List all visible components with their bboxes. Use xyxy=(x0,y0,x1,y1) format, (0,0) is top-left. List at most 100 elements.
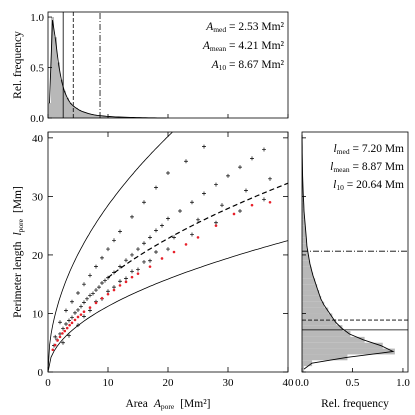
area-histogram-y-ticks: 0.0 0.5 1.0 xyxy=(30,12,289,125)
scatter-point xyxy=(103,278,107,283)
area-histogram-bar xyxy=(54,37,57,118)
perimeter-histogram-bar xyxy=(302,342,383,349)
perimeter-stats-box: lmed = 7.20 Mm lmean = 8.87 Mm l10 = 20.64… xyxy=(330,143,404,192)
scatter-point xyxy=(112,238,116,243)
area-histogram-panel: 0.0 0.5 1.0 Rel. frequency Amed = 2.53 Mm²… xyxy=(12,11,289,125)
area-stats-box: Amed = 2.53 Mm² Amean = 4.21 Mm² A10 = 8.6… xyxy=(202,21,285,72)
area-histogram-bar xyxy=(75,107,78,118)
scatter-point xyxy=(82,282,86,287)
scatter-y-tick-label: 0 xyxy=(38,367,44,379)
area-stat-label: Amean = 4.21 Mm² xyxy=(202,40,285,53)
perimeter-histogram-bar xyxy=(302,237,307,244)
scatter-point xyxy=(214,182,218,187)
scatter-point xyxy=(97,285,101,290)
scatter-point xyxy=(100,255,104,260)
scatter-point xyxy=(160,223,164,228)
perimeter-histogram-bar xyxy=(302,366,305,372)
perimeter-histogram-bar xyxy=(302,301,325,308)
scatter-point xyxy=(91,291,95,296)
scatter-point xyxy=(142,241,146,246)
area-histogram-bar xyxy=(57,62,60,118)
scatter-point xyxy=(76,307,80,312)
scatter-point xyxy=(244,188,248,193)
scatter-point xyxy=(202,144,206,149)
perimeter-histogram-bar xyxy=(302,313,333,320)
scatter-point xyxy=(118,229,122,234)
perimeter-histogram-bar xyxy=(302,225,306,232)
scatter-point xyxy=(79,304,83,309)
scatter-point xyxy=(53,334,58,339)
perimeter-histogram-x-ticks: 0.0 0.5 1.0 xyxy=(295,137,410,389)
perimeter-histogram-bar xyxy=(302,260,311,267)
area-histogram-y-tick-label: 0.5 xyxy=(30,63,44,75)
scatter-x-tick-label: 20 xyxy=(163,377,175,389)
scatter-point xyxy=(172,235,176,240)
ylabel-unit: [Mm] xyxy=(12,186,24,213)
scatter-point-red xyxy=(172,250,176,254)
scatter-point xyxy=(61,340,65,345)
scatter-y-tick-label: 30 xyxy=(32,191,44,203)
area-stat-markers xyxy=(62,12,101,118)
scatter-frame xyxy=(47,131,289,373)
perimeter-histogram-bar xyxy=(302,348,395,355)
area-histogram-bar xyxy=(105,116,108,118)
perimeter-histogram-bar xyxy=(302,213,305,220)
scatter-point-red xyxy=(118,284,122,287)
scatter-point-red xyxy=(82,310,86,314)
area-histogram-bar xyxy=(66,97,69,118)
scatter-point xyxy=(88,308,92,313)
scatter-point xyxy=(82,300,86,305)
scatter-point xyxy=(118,279,122,284)
perimeter-histogram-bar xyxy=(302,331,351,337)
scatter-point-red xyxy=(196,236,200,239)
scatter-point xyxy=(88,273,92,278)
scatter-point-red xyxy=(68,323,71,327)
scatter-point xyxy=(220,203,224,208)
scatter-point-red xyxy=(214,224,218,227)
area-histogram-y-tick-label: 1.0 xyxy=(30,12,44,24)
perimeter-histogram-bar xyxy=(302,325,343,332)
perimeter-histogram-bar xyxy=(302,219,306,226)
scatter-point-red xyxy=(58,335,62,339)
scatter-point xyxy=(166,216,170,221)
scatter-xlabel: Area Apore [Mm²] xyxy=(126,398,211,411)
area-histogram-y-tick-label: 0.0 xyxy=(30,113,44,125)
perimeter-histogram-bar xyxy=(302,249,309,255)
area-histogram-bar xyxy=(48,102,51,118)
area-histogram-ylabel: Rel. frequency xyxy=(12,31,24,99)
scatter-point xyxy=(262,197,266,202)
area-histogram-bar xyxy=(81,111,84,118)
area-histogram-bar xyxy=(93,114,96,118)
scatter-point xyxy=(136,247,140,252)
perimeter-histogram-bar xyxy=(302,202,304,209)
scatter-point-red xyxy=(56,339,59,342)
area-histogram-bar xyxy=(60,79,63,118)
scatter-point xyxy=(94,264,98,269)
scatter-point-red xyxy=(130,275,134,279)
scatter-point-red xyxy=(73,318,77,322)
scatter-point xyxy=(85,296,89,301)
scatter-x-tick-label: 10 xyxy=(103,377,115,389)
scatter-point xyxy=(112,285,116,290)
area-histogram-bar xyxy=(78,109,81,118)
scatter-point-red xyxy=(63,329,67,333)
perimeter-stat-label: l10 = 20.64 Mm xyxy=(333,179,404,192)
scatter-point-red xyxy=(100,296,104,300)
scatter-point xyxy=(154,185,158,190)
scatter-point xyxy=(130,269,134,274)
perimeter-histogram-xlabel: Rel. frequency xyxy=(321,398,389,410)
scatter-point xyxy=(130,214,134,219)
perimeter-histogram-bar xyxy=(302,284,318,291)
scatter-point xyxy=(148,258,152,263)
scatter-y-ticks: 0 10 20 30 40 xyxy=(32,133,288,379)
perimeter-histogram-bar xyxy=(302,272,314,279)
perimeter-stat-markers xyxy=(302,250,408,331)
area-stat-label: Amed = 2.53 Mm² xyxy=(205,21,284,34)
fit-curve xyxy=(107,182,289,279)
scatter-point xyxy=(61,326,65,331)
perimeter-histogram-x-tick-label: 0.0 xyxy=(295,377,309,389)
scatter-point xyxy=(106,289,110,294)
scatter-point-red xyxy=(70,321,74,325)
scatter-point xyxy=(94,288,98,293)
scatter-point xyxy=(67,318,71,323)
